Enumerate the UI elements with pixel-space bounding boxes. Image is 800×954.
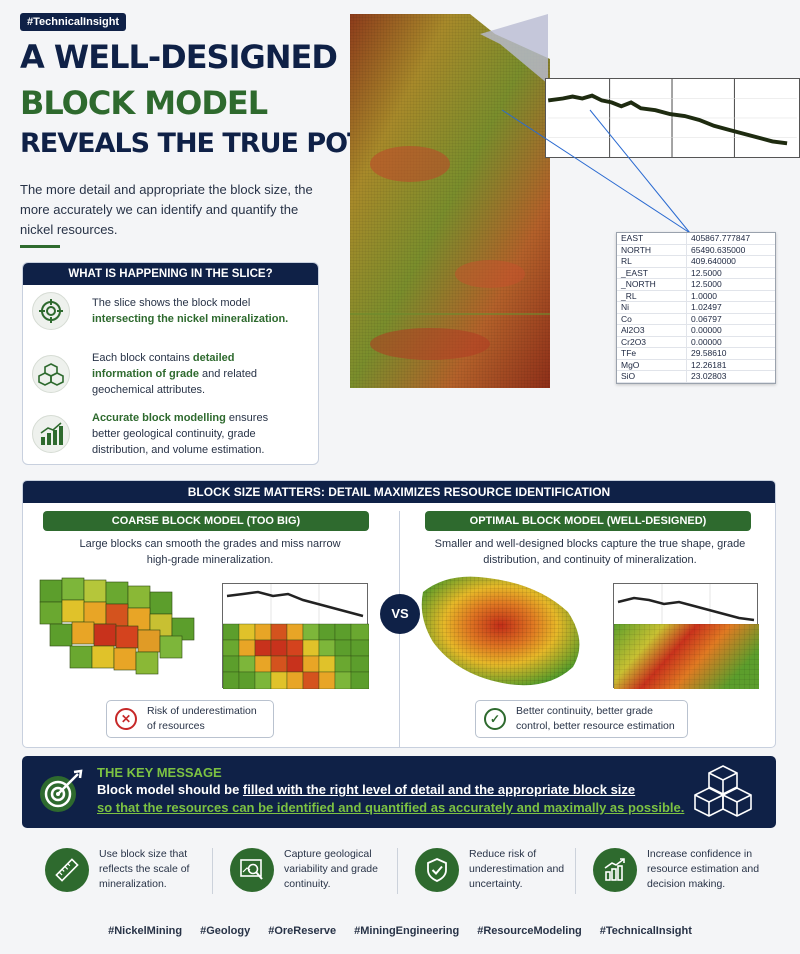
coarse-block-model-image [39,577,195,675]
ruler-icon [45,847,89,892]
slice-explanation-card: WHAT IS HAPPENING IN THE SLICE? [22,262,319,465]
slice-item-1: The slice shows the block model intersec… [32,292,292,330]
attr-row: _RL 1.0000 [617,290,775,302]
attr-row: _NORTH 12.5000 [617,279,775,291]
optimal-badge-text: Better continuity, better grade control,… [516,705,675,732]
attr-row: _EAST 12.5000 [617,267,775,279]
benefit-text-2: Capture geological variability and grade… [284,848,378,890]
optimal-block-model-image [421,576,580,686]
key-message-panel: THE KEY MESSAGE Block model should be fi… [22,756,776,828]
shield-check-icon [415,847,459,892]
slice-item-3: Accurate block modelling ensures better … [32,410,292,458]
key-message-line-1: Block model should be filled with the ri… [97,782,636,797]
slice-item-2-text: Each block contains detailed information… [92,352,258,396]
hashtag-row: #NickelMining #Geology #OreReserve #Mini… [0,925,800,937]
benefit-text-3: Reduce risk of underestimation and uncer… [469,848,565,890]
coarse-section-chart [222,583,370,690]
magnifier-chart-icon [230,847,274,892]
optimal-benefit-badge: ✓ Better continuity, better grade contro… [475,700,688,738]
hashtag[interactable]: #OreReserve [268,925,337,937]
optimal-section-chart [613,583,759,689]
benefit-divider [397,848,398,894]
title-line-1: A WELL-DESIGNED [20,38,338,76]
attr-row: MgO 12.26181 [617,359,775,371]
benefit-divider [212,848,213,894]
attr-row: EAST 405867.777847 [617,233,775,245]
key-message-line-2: so that the resources can be identified … [97,800,685,815]
callout-lines [501,109,691,234]
tag-badge: #TechnicalInsight [20,13,127,31]
check-icon: ✓ [484,708,506,730]
block-model-slice-image [350,14,550,388]
title-rule [20,245,60,248]
bar-chart-icon [32,415,70,453]
optimal-text: Smaller and well-designed blocks capture… [434,538,746,566]
hashtag[interactable]: #Geology [200,925,251,937]
key-message-title: THE KEY MESSAGE [97,765,222,780]
benefit-item-1: Use block size that reflects the scale o… [45,847,204,892]
benefit-divider [575,848,576,894]
attr-row: TFe 29.58610 [617,348,775,360]
attr-row: SiO 23.02803 [617,371,775,383]
coarse-risk-badge: ✕ Risk of underestimation of resources [106,700,274,738]
attr-row: NORTH 65490.635000 [617,244,775,256]
slice-item-2: Each block contains detailed information… [32,350,292,398]
growth-chart-icon [593,847,637,892]
target-arrow-icon [40,769,83,812]
slice-item-3-text: Accurate block modelling ensures better … [92,412,269,456]
benefit-item-2: Capture geological variability and grade… [230,847,389,892]
cross-icon: ✕ [115,708,137,730]
hashtag[interactable]: #TechnicalInsight [599,925,692,937]
attr-row: Al2O3 0.00000 [617,325,775,337]
attr-row: RL 409.640000 [617,256,775,268]
vs-badge: VS [380,594,420,634]
hashtag[interactable]: #MiningEngineering [354,925,460,937]
cubes-outline-icon [694,765,752,817]
intro-text: The more detail and appropriate the bloc… [20,182,313,237]
target-icon [32,292,70,330]
title-line-2: BLOCK MODEL [20,84,268,122]
attr-row: Cr2O3 0.00000 [617,336,775,348]
optimal-label: OPTIMAL BLOCK MODEL (WELL-DESIGNED) [425,511,751,531]
attr-row: Ni 1.02497 [617,302,775,314]
benefit-text-1: Use block size that reflects the scale o… [99,848,190,890]
slice-cut-plane [480,14,548,84]
benefit-item-3: Reduce risk of underestimation and uncer… [415,847,574,892]
benefit-item-4: Increase confidence in resource estimati… [593,847,767,892]
slice-item-1-text: The slice shows the block model intersec… [92,297,289,325]
block-attribute-table: EAST 405867.777847 NORTH 65490.635000 RL 40… [616,232,776,384]
cubes-icon [32,355,70,393]
hashtag[interactable]: #NickelMining [108,925,183,937]
coarse-label: COARSE BLOCK MODEL (TOO BIG) [43,511,369,531]
benefit-text-4: Increase confidence in resource estimati… [647,848,760,890]
coarse-badge-text: Risk of underestimation of resources [147,705,257,732]
coarse-text: Large blocks can smooth the grades and m… [79,538,341,566]
slice-card-heading: WHAT IS HAPPENING IN THE SLICE? [23,263,318,285]
hashtag[interactable]: #ResourceModeling [477,925,582,937]
attr-row: Co 0.06797 [617,313,775,325]
block-size-heading: BLOCK SIZE MATTERS: DETAIL MAXIMIZES RES… [23,481,775,503]
